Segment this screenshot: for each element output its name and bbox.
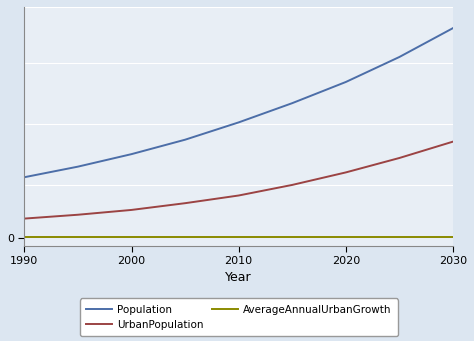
- Legend: Population, UrbanPopulation, AverageAnnualUrbanGrowth: Population, UrbanPopulation, AverageAnnu…: [80, 298, 398, 336]
- X-axis label: Year: Year: [225, 271, 252, 284]
